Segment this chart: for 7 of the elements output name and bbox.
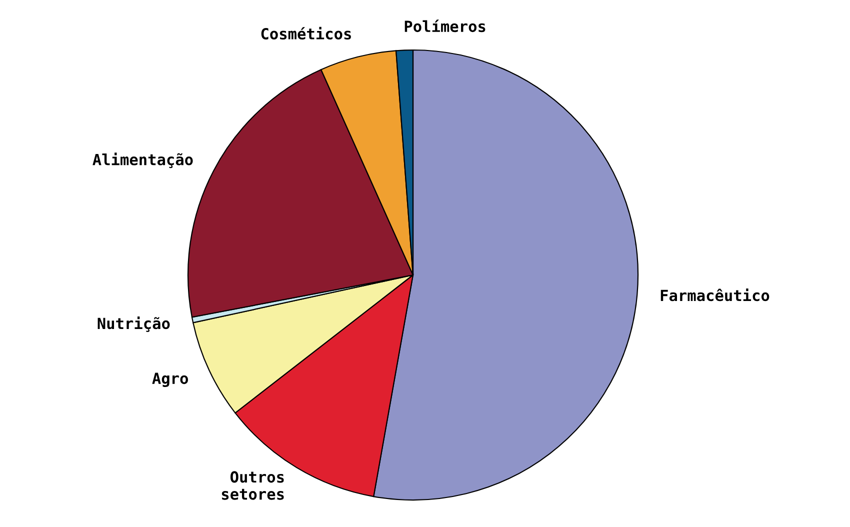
- slice-label: Alimentação: [92, 152, 193, 168]
- slice-label: Farmacêutico: [660, 288, 770, 302]
- slice-label: Agro: [152, 372, 188, 388]
- slice-label: Cosméticos: [261, 26, 351, 40]
- slice-label: Outros setores: [222, 471, 284, 500]
- slice-label: Polímeros: [404, 20, 486, 32]
- slice-label: Nutrição: [98, 316, 170, 332]
